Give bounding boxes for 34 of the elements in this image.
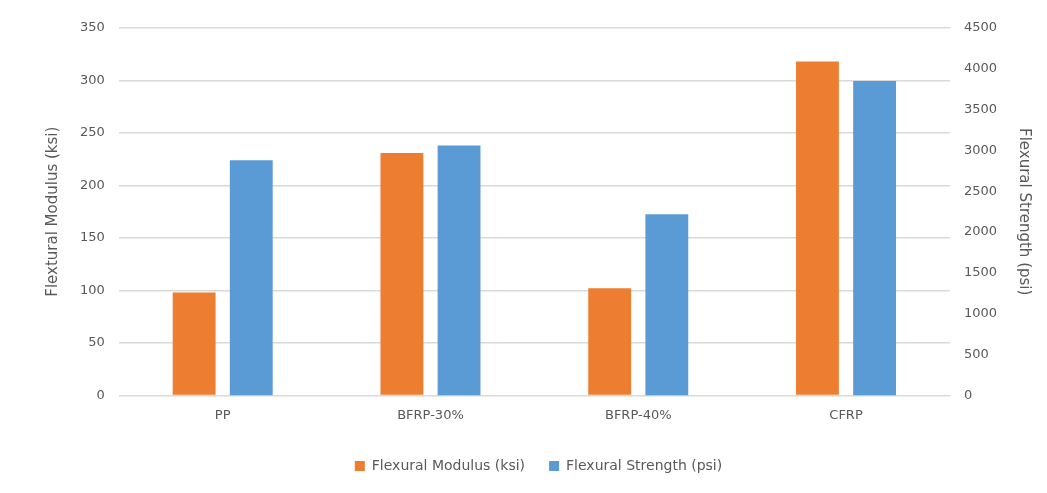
bar bbox=[796, 61, 839, 395]
x-tick-label: PP bbox=[214, 406, 231, 422]
y-tick-label: 250 bbox=[79, 124, 105, 140]
y-tick-label: 50 bbox=[88, 334, 105, 350]
y2-tick-label: 500 bbox=[963, 345, 989, 361]
bar bbox=[645, 214, 689, 396]
bar bbox=[229, 160, 273, 396]
bar bbox=[853, 81, 897, 396]
y2-axis-title: Flexural Strength (psi) bbox=[1016, 128, 1035, 296]
y2-tick-label: 0 bbox=[963, 386, 973, 402]
y-tick-label: 150 bbox=[79, 229, 105, 245]
y-tick-label: 0 bbox=[96, 386, 105, 402]
x-tick-label: BFRP-40% bbox=[604, 406, 672, 422]
y2-tick-label: 1000 bbox=[963, 305, 998, 321]
bar bbox=[172, 292, 216, 395]
legend-label: Flexural Strength (psi) bbox=[566, 456, 723, 473]
y-axis-title: Flextural Modulus (ksi) bbox=[42, 126, 61, 297]
bar bbox=[380, 152, 424, 395]
y2-tick-label: 2000 bbox=[963, 223, 998, 239]
bar bbox=[588, 288, 632, 395]
y-tick-label: 300 bbox=[79, 71, 105, 87]
y-tick-label: 350 bbox=[79, 19, 105, 35]
y2-tick-label: 4000 bbox=[963, 60, 998, 76]
x-tick-label: BFRP-30% bbox=[397, 406, 464, 422]
x-tick-label: CFRP bbox=[829, 406, 863, 422]
bar bbox=[437, 145, 481, 396]
legend-label: Flexural Modulus (ksi) bbox=[371, 456, 526, 473]
y2-tick-label: 2500 bbox=[963, 182, 998, 198]
y2-tick-label: 4500 bbox=[963, 19, 998, 35]
y2-tick-label: 3000 bbox=[963, 141, 998, 157]
y2-tick-label: 3500 bbox=[963, 101, 998, 117]
y-tick-label: 200 bbox=[79, 176, 105, 192]
y2-tick-label: 1500 bbox=[963, 264, 998, 280]
y-tick-label: 100 bbox=[79, 281, 105, 297]
